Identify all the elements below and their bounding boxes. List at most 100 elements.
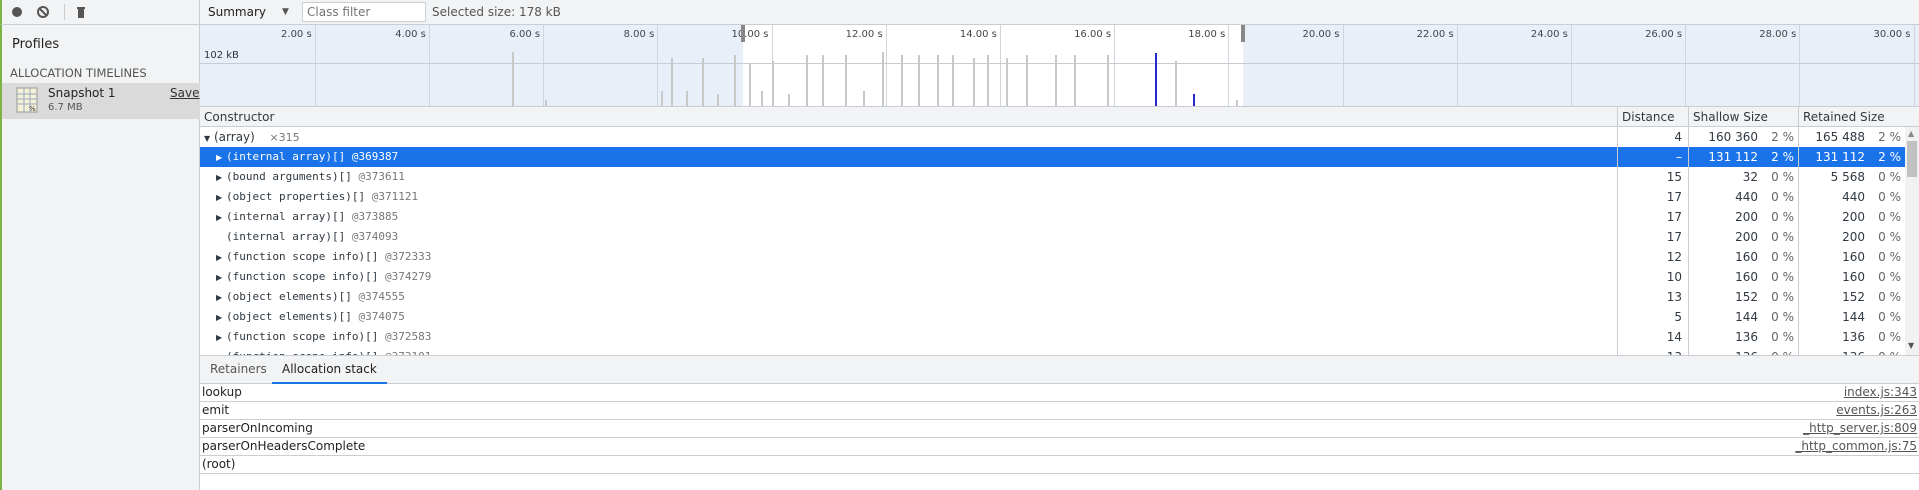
object-id: @374279 xyxy=(384,270,432,283)
save-link[interactable]: Save xyxy=(170,86,200,100)
retained-size-value: 136 xyxy=(1842,330,1865,344)
distance-cell: 13 xyxy=(1617,347,1688,355)
expand-triangle-icon[interactable]: ▶ xyxy=(216,348,226,355)
constructor-cell: (internal array)[] @374093 xyxy=(200,227,1617,247)
shallow-size-value: 200 xyxy=(1735,230,1758,244)
chevron-down-icon[interactable]: ▼ xyxy=(282,7,289,17)
divider xyxy=(64,4,65,20)
allocation-timeline[interactable]: 2.00 s 4.00 s 6.00 s 8.00 s 10.00 s 12.00 s 14… xyxy=(200,25,1919,107)
table-row[interactable]: ▶ (object properties)[] @371121 17 440 0 % 44… xyxy=(200,187,1905,207)
column-shallow-size[interactable]: Shallow Size xyxy=(1688,107,1798,127)
object-id: @373611 xyxy=(358,170,405,183)
tab-retainers[interactable]: Retainers xyxy=(210,362,267,376)
allocation-bar xyxy=(671,58,673,106)
table-row[interactable]: ▶ (internal array)[] @373885 17 200 0 % 200 0 … xyxy=(200,207,1905,227)
column-retained-size[interactable]: Retained Size xyxy=(1798,107,1919,127)
shallow-size-value: 200 xyxy=(1735,210,1758,224)
constructor-cell: ▶(function scope info)[] @373101 xyxy=(200,347,1617,355)
column-constructor[interactable]: Constructor xyxy=(204,110,275,124)
tick-line xyxy=(1342,25,1344,106)
retained-size-cell: 200 0 % xyxy=(1798,227,1905,247)
expand-triangle-icon[interactable]: ▶ xyxy=(216,193,223,202)
constructor-cell: ▶ (function scope info)[] @372333 xyxy=(200,247,1617,267)
tick-label: 22.00 s xyxy=(1416,29,1454,40)
constructor-cell: ▶ (object elements)[] @374555 xyxy=(200,287,1617,307)
svg-text:%: % xyxy=(29,105,36,113)
shallow-size-value: 131 112 xyxy=(1708,150,1758,164)
retained-size-percent: 0 % xyxy=(1878,210,1901,224)
source-link[interactable]: _http_common.js:75 xyxy=(1795,439,1917,453)
tick-label: 26.00 s xyxy=(1645,29,1683,40)
grid-scrollbar[interactable]: ▲ ▼ xyxy=(1905,127,1919,355)
shallow-size-value: 160 360 xyxy=(1708,130,1758,144)
retained-size-value: 152 xyxy=(1842,290,1865,304)
table-row[interactable]: ▶ (function scope info)[] @372333 12 160 0 %… xyxy=(200,247,1905,267)
scrollbar-thumb[interactable] xyxy=(1907,141,1917,177)
expand-triangle-icon[interactable]: ▶ xyxy=(216,153,223,162)
expand-triangle-icon[interactable]: ▶ xyxy=(216,313,223,322)
table-row[interactable]: ▶ (function scope info)[] @372583 14 136 0 %… xyxy=(200,327,1905,347)
table-row[interactable]: (internal array)[] @374093 17 200 0 % 200 0 % xyxy=(200,227,1905,247)
table-row[interactable]: ▼ (array) ×315 4 160 360 2 % 165 488 2 % xyxy=(200,127,1905,147)
expand-triangle-icon[interactable]: ▶ xyxy=(216,173,223,182)
retained-size-percent: 0 % xyxy=(1878,330,1901,344)
table-row[interactable]: ▶ (object elements)[] @374075 5 144 0 % 144 0 … xyxy=(200,307,1905,327)
scroll-up-icon[interactable]: ▲ xyxy=(1908,129,1915,138)
table-row[interactable]: ▶(function scope info)[] @373101131360 %… xyxy=(200,347,1905,355)
snapshot-item[interactable]: % Snapshot 1 6.7 MB Save xyxy=(2,83,200,119)
tick-line xyxy=(1799,25,1801,106)
clear-icon[interactable] xyxy=(36,5,50,19)
expand-triangle-icon[interactable]: ▶ xyxy=(216,213,223,222)
tick-line xyxy=(1685,25,1687,106)
tab-allocation-stack[interactable]: Allocation stack xyxy=(272,356,387,384)
expand-triangle-icon[interactable]: ▶ xyxy=(216,293,223,302)
retained-size-cell: 440 0 % xyxy=(1798,187,1905,207)
function-name: emit xyxy=(202,403,230,417)
expanded-triangle-icon[interactable]: ▼ xyxy=(204,134,211,143)
shallow-size-cell: 440 0 % xyxy=(1688,187,1798,207)
constructor-name: (internal array)[] xyxy=(226,150,346,163)
selection-window[interactable] xyxy=(742,25,1243,106)
scroll-down-icon[interactable]: ▼ xyxy=(1908,341,1915,350)
class-filter-input[interactable] xyxy=(302,2,426,22)
constructor-name: (array) xyxy=(214,130,255,144)
stack-frame: parserOnIncoming _http_server.js:809 xyxy=(200,420,1919,438)
profiler-toolbar xyxy=(0,0,200,25)
tick-label: 10.00 s xyxy=(731,29,769,40)
selected-size: Selected size: 178 kB xyxy=(432,5,561,19)
view-select[interactable]: Summary xyxy=(208,5,266,19)
object-id: @371121 xyxy=(371,190,419,203)
source-link[interactable]: index.js:343 xyxy=(1843,385,1917,399)
tick-label: 6.00 s xyxy=(509,29,541,40)
tick-label: 2.00 s xyxy=(281,29,312,40)
distance-cell: 4 xyxy=(1617,127,1688,147)
source-link[interactable]: events.js:263 xyxy=(1836,403,1917,417)
selection-handle-right[interactable] xyxy=(1240,25,1245,42)
allocation-bar xyxy=(1155,53,1158,106)
allocation-bar xyxy=(1054,55,1057,106)
shallow-size-percent: 0 % xyxy=(1771,330,1794,344)
constructor-cell: ▶ (internal array)[] @369387 xyxy=(200,147,1617,167)
column-distance[interactable]: Distance xyxy=(1617,107,1688,127)
table-row[interactable]: ▶ (bound arguments)[] @373611 15 32 0 % 5 568… xyxy=(200,167,1905,187)
table-row[interactable]: ▶ (function scope info)[] @374279 10 160 0 %… xyxy=(200,267,1905,287)
source-link[interactable]: _http_server.js:809 xyxy=(1803,421,1917,435)
table-row[interactable]: ▶ (object elements)[] @374555 13 152 0 % 152 0… xyxy=(200,287,1905,307)
shallow-size-percent: 0 % xyxy=(1771,310,1794,324)
record-icon[interactable] xyxy=(10,5,24,19)
shallow-size-percent: 0 % xyxy=(1771,230,1794,244)
retained-size-cell: 152 0 % xyxy=(1798,287,1905,307)
expand-triangle-icon[interactable]: ▶ xyxy=(216,333,223,342)
allocation-bar xyxy=(1174,61,1177,106)
trash-icon[interactable] xyxy=(74,5,88,19)
tick-label: 16.00 s xyxy=(1074,29,1112,40)
allocation-bar xyxy=(1192,94,1195,106)
allocation-bar xyxy=(788,94,791,106)
retained-size-cell: 160 0 % xyxy=(1798,267,1905,287)
expand-triangle-icon[interactable]: ▶ xyxy=(216,253,223,262)
table-row[interactable]: ▶ (internal array)[] @369387–131 112 2 % 13… xyxy=(200,147,1905,167)
constructor-cell: ▶ (function scope info)[] @372583 xyxy=(200,327,1617,347)
expand-triangle-icon[interactable]: ▶ xyxy=(216,273,223,282)
selection-handle-left[interactable] xyxy=(740,25,745,42)
retained-size-cell: 136 0 % xyxy=(1798,327,1905,347)
